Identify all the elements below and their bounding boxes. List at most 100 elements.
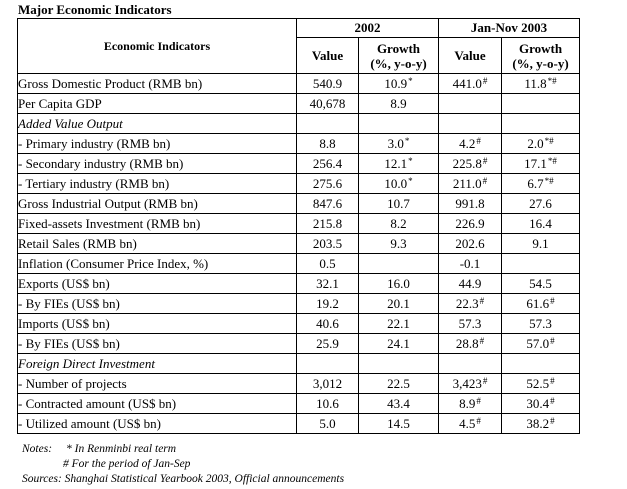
cell-value: 22.5	[387, 376, 410, 391]
cell-value: 43.4	[387, 396, 410, 411]
cell-value: 8.8	[319, 136, 336, 151]
growth-2002-cell: 8.2	[358, 213, 439, 234]
table-body: Gross Domestic Product (RMB bn) 540.9 10.9…	[17, 73, 581, 434]
cell-value: 202.6	[455, 236, 485, 251]
note-period: # For the period of Jan-Sep	[63, 458, 191, 470]
cell-value: 203.5	[312, 236, 343, 251]
value-2003-cell: 28.8#	[438, 333, 502, 354]
cell-value: 40,678	[309, 96, 346, 111]
growth-2002-cell: 3.0*	[358, 133, 439, 154]
value-2002-cell: 0.5	[296, 253, 359, 274]
cell-value: 847.6	[312, 196, 343, 211]
value-2003-cell: 225.8#	[438, 153, 502, 174]
indicator-label: Fixed-assets Investment (RMB bn)	[17, 213, 297, 234]
footnote-mark: #	[476, 136, 481, 146]
value-2003-cell	[438, 93, 502, 114]
cell-value: 17.1	[524, 156, 547, 171]
cell-value: 10.7	[387, 196, 410, 211]
table-row: - Tertiary industry (RMB bn) 275.6 10.0* 21…	[17, 173, 581, 194]
growth-2002-cell: 20.1	[358, 293, 439, 314]
footnote-mark: #	[479, 336, 485, 346]
indicator-label: Per Capita GDP	[17, 93, 297, 114]
cell-value: 211.0	[452, 176, 482, 191]
cell-value: 25.9	[316, 336, 339, 351]
cell-value: 225.8	[452, 156, 482, 171]
value-2002-cell: 40.6	[296, 313, 359, 334]
cell-value: 57.0	[526, 336, 550, 351]
footnote-mark: *#	[544, 176, 554, 186]
growth-2003-cell: 16.4	[500, 213, 581, 234]
footnote-mark: #	[550, 396, 555, 406]
growth-2003-cell: 52.5#	[500, 373, 581, 394]
cell-value: 0.5	[319, 256, 336, 271]
growth-2002-cell: 22.5	[358, 373, 439, 394]
footnote-mark: #	[550, 336, 555, 346]
footnote-mark: #	[482, 76, 488, 86]
footnote-mark: *	[408, 156, 413, 166]
growth-2002-cell: 12.1*	[358, 153, 439, 174]
indicator-label: - By FIEs (US$ bn)	[17, 333, 297, 354]
growth-2002-cell: 24.1	[358, 333, 439, 354]
growth-2003-cell: 38.2#	[500, 413, 581, 434]
cell-value: 16.4	[529, 216, 552, 231]
cell-value: 10.6	[316, 396, 339, 411]
cell-value: 4.5	[459, 416, 476, 431]
table-row: Imports (US$ bn) 40.6 22.1 57.3 57.3	[17, 313, 581, 334]
value-2003-cell: 8.9#	[438, 393, 502, 414]
footnote-mark: #	[482, 156, 488, 166]
cell-value: 10.0	[384, 176, 408, 191]
cell-value: 11.8	[524, 76, 547, 91]
indicator-label: - Primary industry (RMB bn)	[17, 133, 297, 154]
growth-2002-cell: 22.1	[358, 313, 439, 334]
growth-header-line1: Growth	[518, 40, 563, 56]
cell-value: 8.9	[459, 396, 476, 411]
cell-value: 5.0	[319, 416, 336, 431]
footnote-mark: #	[476, 416, 481, 426]
cell-value: 4.2	[459, 136, 476, 151]
value-2002-cell: 540.9	[296, 73, 359, 94]
growth-2003-cell	[500, 113, 581, 134]
indicator-label: - Tertiary industry (RMB bn)	[17, 173, 297, 194]
table-row: Gross Industrial Output (RMB bn) 847.6 10.…	[17, 193, 581, 214]
indicator-label: Imports (US$ bn)	[17, 313, 297, 334]
growth-header-2002: Growth (%, y-o-y)	[358, 37, 439, 74]
indicator-label: Retail Sales (RMB bn)	[17, 233, 297, 254]
cell-value: 40.6	[316, 316, 339, 331]
cell-value: 275.6	[312, 176, 343, 191]
cell-value: 22.1	[387, 316, 410, 331]
growth-2003-cell: 27.6	[500, 193, 581, 214]
cell-value: 57.3	[458, 316, 482, 331]
value-2002-cell: 40,678	[296, 93, 359, 114]
table-row: Foreign Direct Investment	[17, 353, 581, 374]
footnote-mark: #	[550, 376, 555, 386]
footnote-mark: *	[408, 176, 413, 186]
cell-value: 12.1	[384, 156, 408, 171]
value-2003-cell: 991.8	[438, 193, 502, 214]
cell-value: 9.1	[532, 236, 549, 251]
table-row: - Secondary industry (RMB bn) 256.4 12.1* 2…	[17, 153, 581, 174]
indicator-label: - Utilized amount (US$ bn)	[17, 413, 297, 434]
cell-value: 441.0	[452, 76, 482, 91]
cell-value: 16.0	[387, 276, 410, 291]
notes-label: Notes:	[22, 443, 53, 455]
table-row: - Number of projects 3,012 22.5 3,423# 52.5#	[17, 373, 581, 394]
value-2003-cell	[438, 113, 502, 134]
growth-header-line2: (%, y-o-y)	[370, 55, 427, 71]
cell-value: 3,012	[312, 376, 343, 391]
footnote-mark: #	[550, 416, 555, 426]
cell-value: 38.2	[526, 416, 550, 431]
cell-value: 28.8	[455, 336, 479, 351]
table-row: Added Value Output	[17, 113, 581, 134]
value-header-text: Value	[454, 48, 486, 63]
growth-2002-cell: 43.4	[358, 393, 439, 414]
footnote-mark: *	[404, 136, 410, 146]
cell-value: 24.1	[387, 336, 410, 351]
footnote-mark: *#	[547, 76, 557, 86]
growth-2002-cell: 14.5	[358, 413, 439, 434]
indicator-label: - Contracted amount (US$ bn)	[17, 393, 297, 414]
period-2003-header: Jan-Nov 2003	[437, 18, 581, 38]
cell-value: -0.1	[459, 256, 481, 271]
table-row: - By FIEs (US$ bn) 25.9 24.1 28.8# 57.0#	[17, 333, 581, 354]
cell-value: 30.4	[526, 396, 550, 411]
value-2002-cell: 32.1	[296, 273, 359, 294]
